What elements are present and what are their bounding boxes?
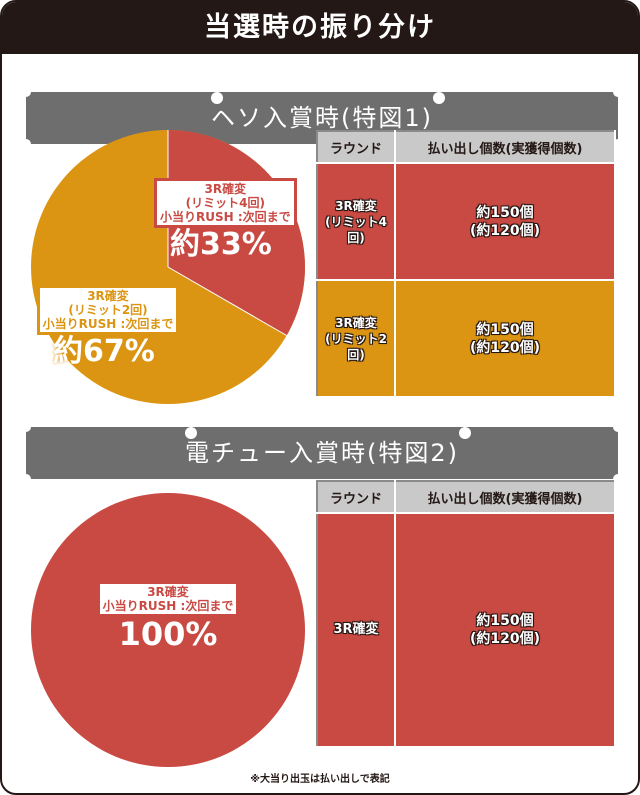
pie-slice-full (31, 493, 305, 767)
col-header-payout: 払い出し個数(実獲得個数) (395, 481, 616, 514)
page-title: 当選時の振り分け (2, 2, 638, 54)
label-box: 3R確変 小当りRUSH :次回まで (99, 584, 237, 614)
payout-table-denchu: ラウンド 払い出し個数(実獲得個数) 3R確変 約150個 (約120個) (316, 480, 616, 748)
section-title: ヘソ入賞時(特図1) (211, 104, 433, 132)
banner-notch (21, 87, 31, 97)
round-cell: 3R確変 (317, 513, 396, 748)
payout-table-heso: ラウンド 払い出し個数(実獲得個数) 3R確変 (リミット4回) 約150個 (… (316, 130, 616, 398)
payout-cell: 約150個 (約120個) (395, 163, 616, 281)
col-header-round: ラウンド (317, 131, 396, 164)
round-cell: 3R確変 (リミット4回) (317, 163, 396, 281)
section-title: 電チュー入賞時(特図2) (185, 439, 459, 467)
pie-label-limit2: 3R確変 (リミット2回) 小当りRUSH :次回まで 約67% (33, 285, 183, 369)
section-banner-denchu: 電チュー入賞時(特図2) (26, 427, 618, 479)
table-row: 3R確変 (リミット4回) 約150個 (約120個) (317, 163, 616, 281)
table-row: 3R確変 (リミット2回) 約150個 (約120個) (317, 280, 616, 398)
col-header-round: ラウンド (317, 481, 396, 514)
pct-limit2: 約67% (53, 334, 155, 369)
banner-notch (21, 474, 31, 484)
col-header-payout: 払い出し個数(実獲得個数) (395, 131, 616, 164)
pct-full: 100% (118, 615, 218, 653)
footnote: ※大当り出玉は払い出しで表記 (250, 774, 390, 785)
banner-notch (21, 139, 31, 149)
banner-notch (613, 139, 623, 149)
round-cell: 3R確変 (リミット2回) (317, 280, 396, 398)
payout-cell: 約150個 (約120個) (395, 280, 616, 398)
banner-notch (613, 422, 623, 432)
label-box: 3R確変 (リミット4回) 小当りRUSH :次回まで (154, 178, 297, 228)
banner-notch (21, 422, 31, 432)
banner-notch (613, 87, 623, 97)
pie-chart-denchu (31, 493, 305, 767)
table-row: 3R確変 約150個 (約120個) (317, 513, 616, 748)
banner-notch (613, 474, 623, 484)
pie-label-limit4: 3R確変 (リミット4回) 小当りRUSH :次回まで 約33% (154, 178, 297, 262)
label-box: 3R確変 (リミット2回) 小当りRUSH :次回まで (36, 285, 180, 335)
pct-limit4: 約33% (170, 227, 272, 262)
payout-cell: 約150個 (約120個) (395, 513, 616, 748)
pie-label-full: 3R確変 小当りRUSH :次回まで 100% (88, 584, 248, 654)
